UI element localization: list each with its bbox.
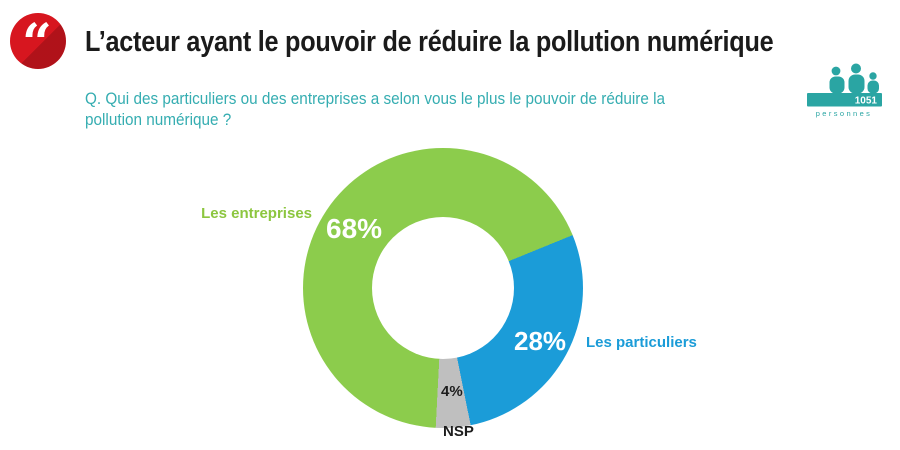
people-icon <box>807 63 882 107</box>
donut-chart <box>303 148 583 428</box>
slice-label-entreprises: Les entreprises <box>201 205 312 222</box>
question-line-1: Q. Qui des particuliers ou des entrepris… <box>85 89 666 108</box>
slice-label-particuliers: Les particuliers <box>586 334 697 351</box>
slice-value-nsp: 4% <box>441 383 463 400</box>
quote-icon: “ <box>10 13 66 69</box>
survey-question: Q. Qui des particuliers ou des entrepris… <box>85 88 665 130</box>
question-line-2: pollution numérique ? <box>85 110 232 129</box>
slice-value-entreprises: 68% <box>326 213 383 244</box>
sample-unit: personnes <box>816 109 873 118</box>
sample-count: 1051 <box>855 96 878 107</box>
quote-glyph: “ <box>22 13 52 70</box>
slide-title: L’acteur ayant le pouvoir de réduire la … <box>85 26 774 58</box>
slice-label-nsp: NSP <box>443 423 474 440</box>
slice-value-particuliers: 28% <box>514 326 567 356</box>
sample-size-badge: 1051 personnes <box>807 63 882 118</box>
